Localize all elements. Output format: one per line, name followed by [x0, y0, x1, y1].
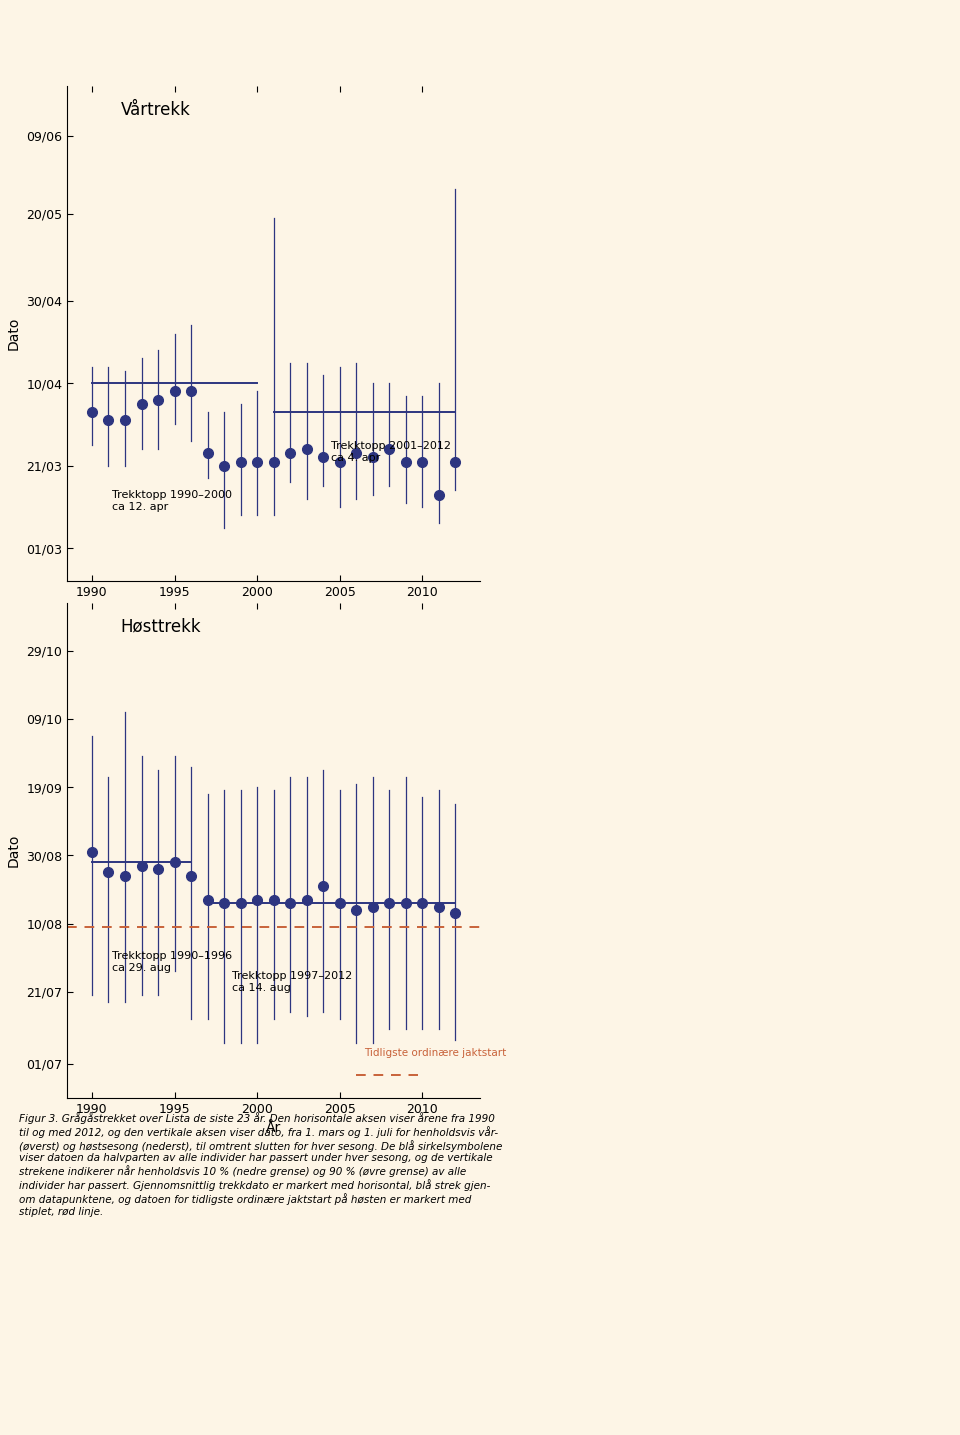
Text: Trekktopp 1990–1996
ca 29. aug: Trekktopp 1990–1996 ca 29. aug: [111, 951, 232, 973]
Y-axis label: Dato: Dato: [7, 834, 21, 867]
Text: Trekktopp 2001–2012
ca 4. apr: Trekktopp 2001–2012 ca 4. apr: [331, 441, 451, 462]
Text: Vårtrekk: Vårtrekk: [121, 100, 191, 119]
Text: Trekktopp 1997–2012
ca 14. aug: Trekktopp 1997–2012 ca 14. aug: [232, 971, 352, 993]
X-axis label: År: År: [266, 1121, 281, 1135]
Y-axis label: Dato: Dato: [7, 317, 21, 350]
X-axis label: År: År: [266, 604, 281, 618]
Text: Høsttrekk: Høsttrekk: [121, 617, 202, 636]
Text: Figur 3. Grågåstrekket over Lista de siste 23 år. Den horisontale aksen viser år: Figur 3. Grågåstrekket over Lista de sis…: [19, 1112, 503, 1217]
Text: Trekktopp 1990–2000
ca 12. apr: Trekktopp 1990–2000 ca 12. apr: [111, 491, 231, 512]
Text: Tidligste ordinære jaktstart: Tidligste ordinære jaktstart: [365, 1048, 507, 1058]
